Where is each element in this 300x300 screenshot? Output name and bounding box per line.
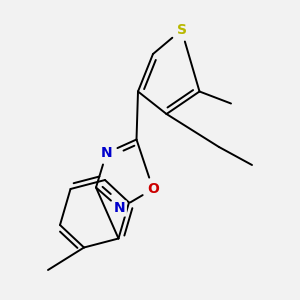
Text: O: O <box>147 182 159 196</box>
Text: S: S <box>176 23 187 37</box>
Text: N: N <box>101 146 112 160</box>
Text: N: N <box>114 202 126 215</box>
